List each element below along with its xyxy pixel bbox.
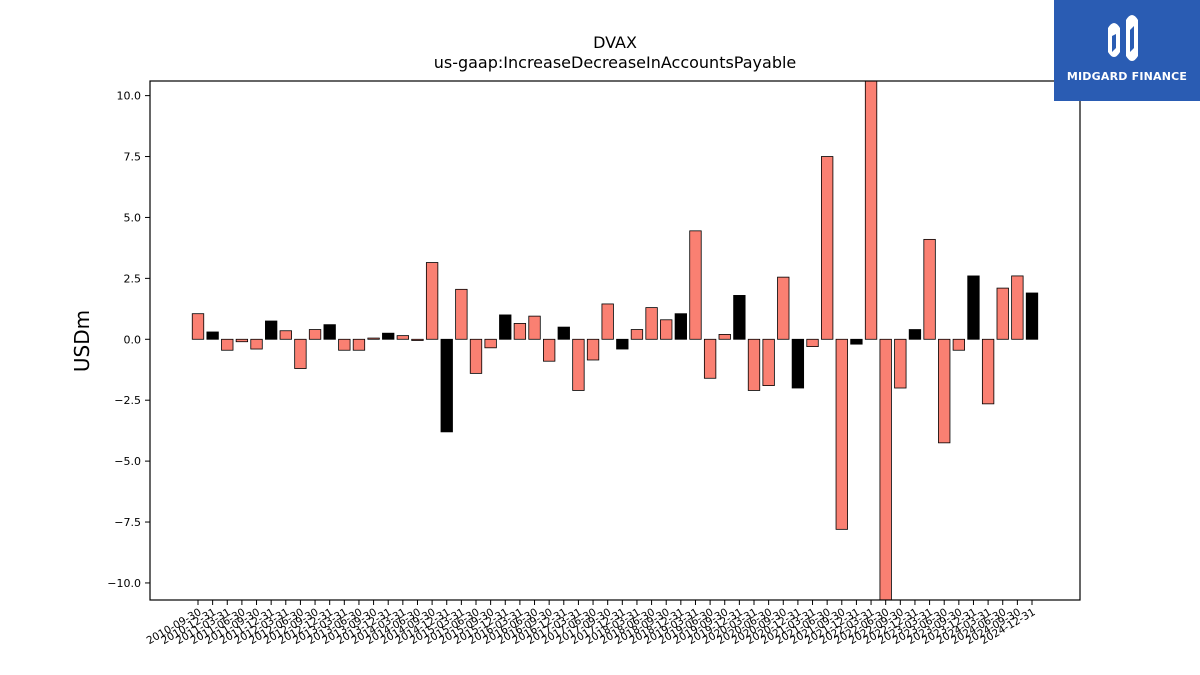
bar-2011-03-31 <box>221 338 234 351</box>
y-tick-label: 10.0 <box>117 90 142 103</box>
y-tick-label: 2.5 <box>124 272 142 285</box>
bar-2013-06-30 <box>352 338 366 351</box>
bar-2014-12-31 <box>440 338 453 433</box>
y-tick-label: 7.5 <box>124 151 142 164</box>
bar-2015-09-30 <box>484 338 497 349</box>
bar-2013-12-31 <box>382 332 395 340</box>
bar-2019-09-30 <box>718 334 731 340</box>
bar-2017-09-30 <box>601 303 614 340</box>
bar-2011-12-31 <box>265 320 278 340</box>
bar-2016-06-30 <box>528 315 541 340</box>
bar-2020-03-31 <box>747 338 761 391</box>
y-tick-label: 0.0 <box>124 333 142 346</box>
bar-2010-12-31 <box>206 331 219 340</box>
bar-2021-03-31 <box>806 338 819 347</box>
bar-2023-12-31 <box>967 275 980 340</box>
bar-2019-06-30 <box>703 338 717 379</box>
bar-2012-06-30 <box>294 338 307 369</box>
bar-2011-09-30 <box>250 338 263 350</box>
y-tick-label: −7.5 <box>114 516 141 529</box>
bar-2010-09-30 <box>191 313 205 340</box>
logo-text: MIDGARD FINANCE <box>1066 70 1188 83</box>
bar-2022-09-30 <box>894 338 907 389</box>
bar-2012-03-31 <box>279 330 292 340</box>
x-axis: 2010-09-302010-12-312011-03-312011-06-30… <box>145 600 1038 647</box>
bar-2016-12-31 <box>557 326 570 340</box>
bar-2012-12-31 <box>323 324 336 340</box>
bar-2018-12-31 <box>674 313 687 340</box>
bar-2016-03-31 <box>513 323 527 340</box>
bar-2014-03-31 <box>396 335 409 340</box>
bar-2017-12-31 <box>616 338 629 350</box>
brand-logo: MIDGARD FINANCE <box>1054 0 1200 101</box>
bar-2024-06-30 <box>996 287 1009 340</box>
bar-2011-06-30 <box>235 338 249 343</box>
logo-mark-icon <box>1108 15 1138 61</box>
bar-2023-09-30 <box>952 338 965 351</box>
bar-2019-03-31 <box>689 230 702 340</box>
bar-2016-09-30 <box>543 338 556 362</box>
bars-group <box>191 80 1039 601</box>
bar-2018-06-30 <box>645 307 658 340</box>
bar-2023-06-30 <box>938 338 951 444</box>
y-axis: −10.0 −7.5 −5.0 −2.5 0.0 2.5 5.0 7.5 10.0 <box>107 90 150 590</box>
y-tick-label: −10.0 <box>107 577 141 590</box>
bar-2014-09-30 <box>425 262 439 340</box>
bar-2015-06-30 <box>469 338 483 374</box>
y-tick-label: −5.0 <box>114 455 141 468</box>
bar-2017-06-30 <box>586 338 600 361</box>
bar-2013-09-30 <box>367 337 380 340</box>
bar-2017-03-31 <box>572 338 585 391</box>
bar-2019-12-31 <box>733 295 746 340</box>
bar-2024-03-31 <box>981 338 995 405</box>
plot-frame <box>149 80 1081 601</box>
chart-title: DVAX <box>593 33 637 52</box>
bar-2021-06-30 <box>821 156 834 340</box>
bar-2022-06-30 <box>879 338 892 601</box>
bar-2014-06-30 <box>411 338 424 341</box>
bar-2013-03-31 <box>338 338 351 351</box>
y-tick-label: 5.0 <box>124 211 142 224</box>
bar-2021-09-30 <box>835 338 848 530</box>
bar-2020-06-30 <box>762 338 775 386</box>
y-tick-label: −2.5 <box>114 394 141 407</box>
bar-2012-09-30 <box>308 329 322 340</box>
bar-2021-12-31 <box>850 338 863 345</box>
bar-2015-12-31 <box>499 314 512 340</box>
bar-2024-12-31 <box>1025 292 1039 340</box>
bar-2018-03-31 <box>630 329 644 340</box>
bar-2018-09-30 <box>660 319 673 340</box>
bar-2023-03-31 <box>923 238 936 340</box>
bar-2015-03-31 <box>455 288 468 340</box>
bar-2022-03-31 <box>864 80 878 340</box>
bar-2024-09-30 <box>1011 275 1024 340</box>
y-axis-label: USDm <box>70 310 94 372</box>
chart-subtitle: us-gaap:IncreaseDecreaseInAccountsPayabl… <box>434 53 797 72</box>
bar-2022-12-31 <box>908 329 922 340</box>
bar-2020-12-31 <box>791 338 805 389</box>
bar-2020-09-30 <box>777 276 790 340</box>
